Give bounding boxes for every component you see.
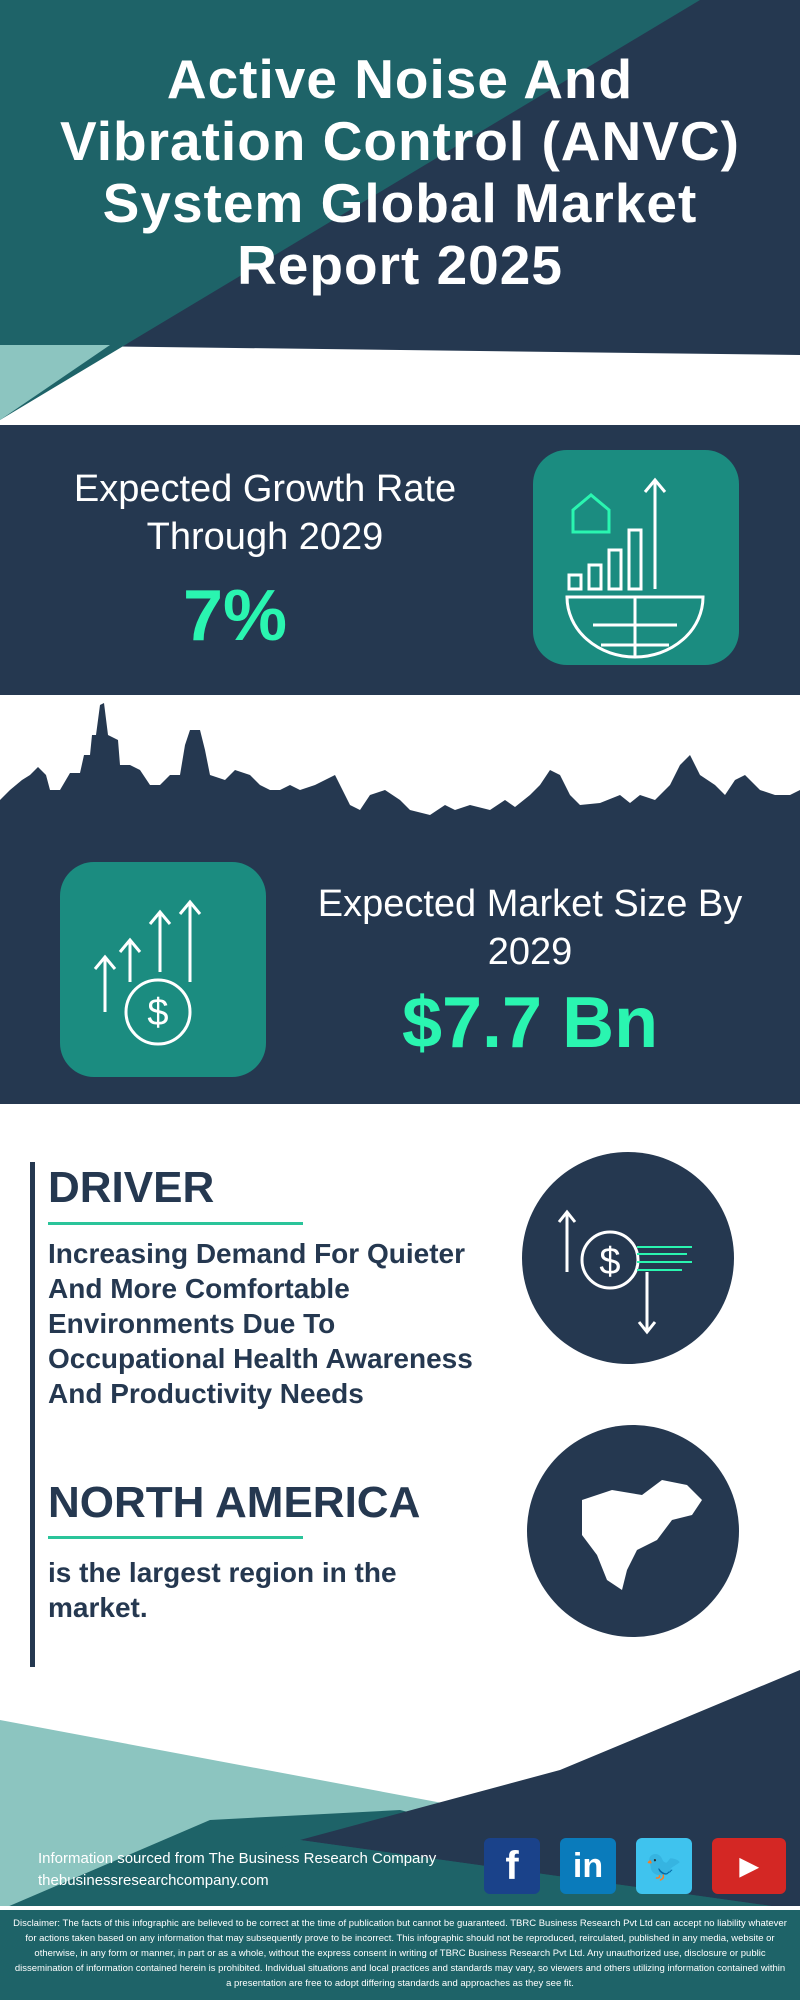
social-links: f in 🐦 ▶ xyxy=(484,1838,786,1894)
twitter-icon[interactable]: 🐦 xyxy=(636,1838,692,1894)
header-background xyxy=(0,0,800,425)
region-text: is the largest region in the market. xyxy=(48,1557,397,1623)
market-section: $ Expected Market Size By 2029 $7.7 Bn xyxy=(0,842,800,1104)
disclaimer: Disclaimer: The facts of this infographi… xyxy=(0,1910,800,2000)
facebook-icon[interactable]: f xyxy=(484,1838,540,1894)
driver-text: Increasing Demand For Quieter And More C… xyxy=(48,1238,473,1409)
market-value: $7.7 Bn xyxy=(401,983,659,1063)
north-america-map-icon xyxy=(527,1425,739,1637)
money-growth-icon: $ xyxy=(60,862,266,1077)
driver-underline xyxy=(48,1222,303,1225)
growth-section: Expected Growth Rate Through 2029 7% xyxy=(0,425,800,695)
driver-heading: DRIVER xyxy=(48,1163,215,1212)
growth-label: Expected Growth Rate Through 2029 xyxy=(73,468,457,558)
source-info: Information sourced from The Business Re… xyxy=(38,1848,436,1892)
city-skyline xyxy=(0,703,800,845)
linkedin-icon[interactable]: in xyxy=(560,1838,616,1894)
growth-value: 7% xyxy=(182,576,288,656)
dollar-exchange-icon: $ xyxy=(522,1152,734,1364)
youtube-icon[interactable]: ▶ xyxy=(712,1838,786,1894)
svg-text:$: $ xyxy=(147,992,168,1034)
website-link[interactable]: thebusinessresearchcompany.com xyxy=(38,1872,269,1889)
svg-text:$: $ xyxy=(599,1241,620,1283)
source-text: Information sourced from The Business Re… xyxy=(38,1850,437,1867)
region-underline xyxy=(48,1536,303,1539)
region-bar xyxy=(30,1447,35,1667)
driver-bar xyxy=(30,1162,35,1447)
page-title: Active Noise And Vibration Control (ANVC… xyxy=(60,48,740,296)
region-heading: NORTH AMERICA xyxy=(48,1478,421,1527)
market-label: Expected Market Size By 2029 xyxy=(317,883,743,973)
growth-chart-icon xyxy=(533,450,739,665)
